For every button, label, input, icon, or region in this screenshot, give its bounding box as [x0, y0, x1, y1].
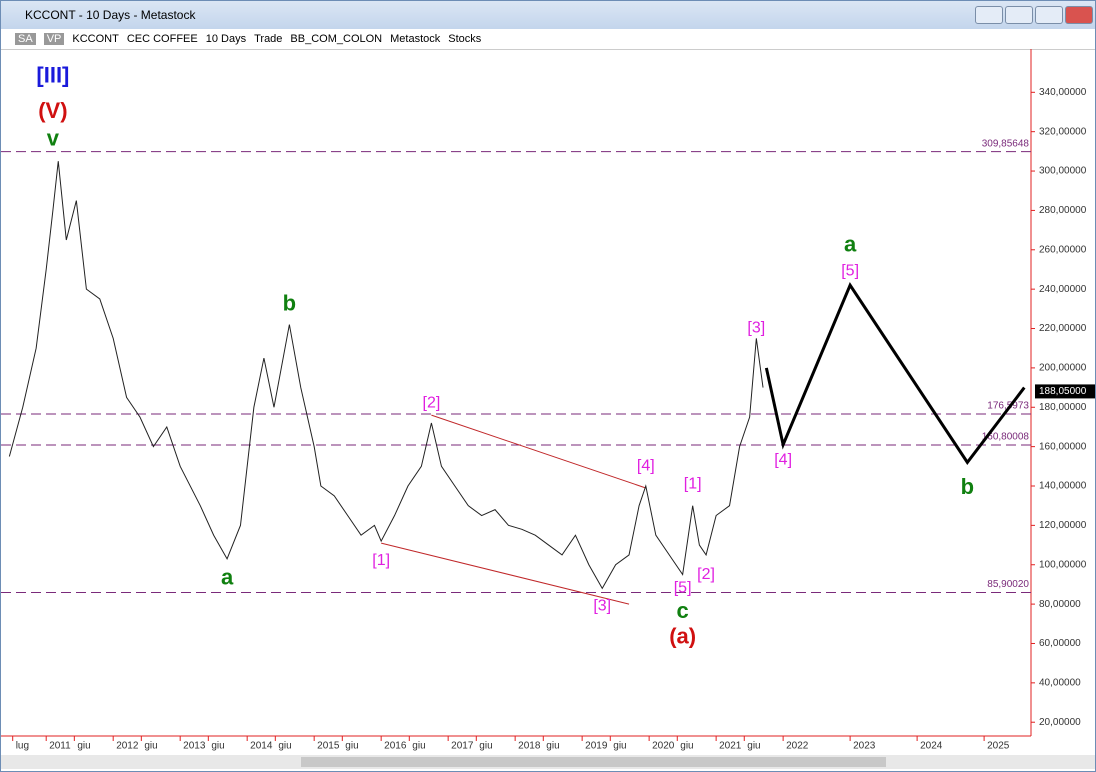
toolbar-item[interactable]: CEC COFFEE	[126, 33, 198, 45]
x-tick-label: 2024	[920, 741, 943, 752]
scrollbar-thumb	[301, 757, 886, 767]
x-tick-label: giu	[613, 741, 626, 752]
toolbar-item[interactable]: VP	[43, 33, 65, 45]
trend-line	[431, 414, 646, 489]
x-tick-label: 2025	[987, 741, 1010, 752]
toolbar-item[interactable]: SA	[15, 33, 36, 45]
x-tick-label: 2022	[786, 741, 809, 752]
y-tick-label: 60,00000	[1039, 638, 1081, 649]
price-line	[8, 161, 764, 590]
x-tick-label: giu	[77, 741, 90, 752]
x-tick-label: 2011	[49, 741, 71, 752]
x-tick-label: giu	[546, 741, 559, 752]
x-tick-label: 2013	[183, 741, 206, 752]
y-tick-label: 220,00000	[1039, 323, 1087, 334]
y-tick-label: 280,00000	[1039, 205, 1087, 216]
y-tick-label: 260,00000	[1039, 244, 1087, 255]
y-tick-label: 20,00000	[1039, 717, 1081, 728]
x-tick-label: 2021	[719, 741, 742, 752]
y-tick-label: 80,00000	[1039, 599, 1081, 610]
x-tick-label: 2017	[451, 741, 474, 752]
wave-label: a	[221, 564, 234, 589]
toolbar-item[interactable]: Trade	[254, 33, 283, 45]
x-tick-label: 2015	[317, 741, 340, 752]
wave-label: [4]	[637, 458, 655, 475]
wave-label: [5]	[674, 580, 692, 597]
y-tick-label: 200,00000	[1039, 363, 1087, 374]
toolbar-item[interactable]: BB_COM_COLON	[290, 33, 383, 45]
x-tick-label: giu	[680, 741, 693, 752]
wave-label: c	[677, 598, 689, 623]
x-tick-label: giu	[211, 741, 224, 752]
level-label: 309,85648	[982, 138, 1030, 149]
x-tick-label: giu	[412, 741, 425, 752]
minimize-button[interactable]	[1005, 6, 1033, 24]
wave-label: [4]	[774, 452, 792, 469]
wave-label: [2]	[697, 566, 715, 583]
y-tick-label: 40,00000	[1039, 677, 1081, 688]
y-tick-label: 240,00000	[1039, 284, 1087, 295]
wave-label: [2]	[423, 395, 441, 412]
x-tick-label: 2023	[853, 741, 876, 752]
x-tick-label: giu	[144, 741, 157, 752]
wave-label: [3]	[747, 320, 765, 337]
chart: 20,00000 40,00000 60,00000 80,00000 100,0000…	[1, 49, 1095, 769]
y-tick-label: 320,00000	[1039, 126, 1087, 137]
wave-label: [1]	[684, 475, 702, 492]
x-tick-label: giu	[278, 741, 291, 752]
level-label: 160,80008	[982, 432, 1030, 443]
y-tick-label: 120,00000	[1039, 520, 1087, 531]
x-tick-label: 2018	[518, 741, 541, 752]
x-tick-label: 2020	[652, 741, 675, 752]
last-price-label: 188,05000	[1039, 386, 1087, 397]
trend-line	[381, 542, 630, 605]
wave-label: b	[283, 291, 296, 316]
wave-label: [5]	[841, 263, 859, 280]
wave-label: [III]	[36, 62, 69, 87]
y-tick-label: 300,00000	[1039, 166, 1087, 177]
wave-label: [1]	[372, 552, 390, 569]
wave-label: b	[961, 474, 974, 499]
y-tick-label: 140,00000	[1039, 481, 1087, 492]
wave-label: [3]	[593, 597, 611, 614]
projection-line	[764, 282, 1026, 465]
toolbar-item[interactable]: Stocks	[448, 33, 482, 45]
x-tick-label: giu	[747, 741, 760, 752]
toolbar: SA VP KCCONT CEC COFFEE 10 Days Trade BB_COM_C…	[1, 29, 1095, 50]
last-price-box	[1035, 384, 1095, 399]
title-bar: KCCONT - 10 Days - Metastock	[1, 1, 1095, 29]
x-tick-label: lug	[16, 741, 29, 752]
y-tick-label: 100,00000	[1039, 559, 1087, 570]
x-tick-label: 2014	[250, 741, 273, 752]
x-tick-label: giu	[345, 741, 358, 752]
x-tick-label: 2012	[116, 741, 139, 752]
y-tick-label: 160,00000	[1039, 441, 1087, 452]
toolbar-item[interactable]: Metastock	[390, 33, 441, 45]
restore-button[interactable]	[975, 6, 1003, 24]
close-button[interactable]	[1065, 6, 1093, 24]
x-tick-label: giu	[479, 741, 492, 752]
toolbar-item[interactable]: KCCONT	[72, 33, 119, 45]
wave-label: a	[844, 232, 857, 257]
wave-label: v	[47, 125, 60, 150]
level-label: 85,90020	[987, 579, 1029, 590]
wave-label: (a)	[669, 623, 696, 648]
wave-label: (V)	[38, 98, 67, 123]
x-tick-label: 2016	[384, 741, 407, 752]
maximize-button[interactable]	[1035, 6, 1063, 24]
y-tick-label: 180,00000	[1039, 402, 1087, 413]
window-title: KCCONT - 10 Days - Metastock	[25, 8, 196, 22]
x-tick-label: 2019	[585, 741, 608, 752]
toolbar-item[interactable]: 10 Days	[205, 33, 247, 45]
y-tick-label: 340,00000	[1039, 87, 1087, 98]
